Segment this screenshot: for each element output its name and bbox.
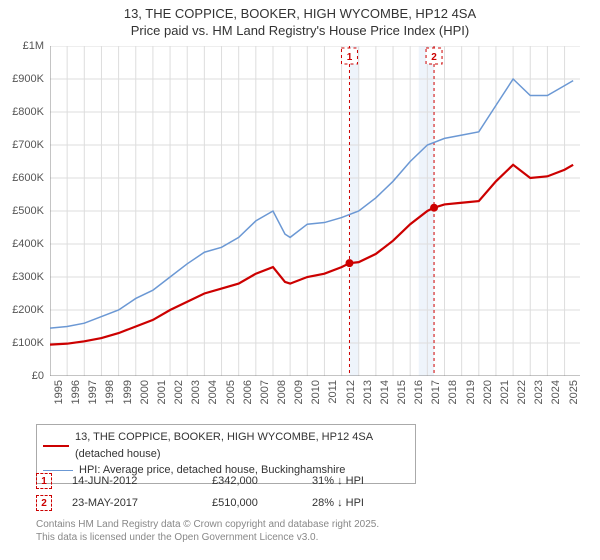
svg-text:2: 2 (431, 52, 437, 63)
marker-badge: 2 (36, 495, 52, 511)
sale-price: £342,000 (212, 475, 292, 487)
svg-text:1: 1 (347, 52, 353, 63)
footnote: Contains HM Land Registry data © Crown c… (36, 518, 379, 544)
sale-price: £510,000 (212, 497, 292, 509)
table-row: 1 14-JUN-2012 £342,000 31% ↓ HPI (36, 470, 432, 492)
chart-title: 13, THE COPPICE, BOOKER, HIGH WYCOMBE, H… (0, 0, 600, 40)
x-axis-labels: 1995199619971998199920002001200220032004… (50, 378, 580, 418)
sale-date: 14-JUN-2012 (72, 475, 192, 487)
footnote-line1: Contains HM Land Registry data © Crown c… (36, 518, 379, 531)
sale-date: 23-MAY-2017 (72, 497, 192, 509)
sale-diff: 31% ↓ HPI (312, 475, 432, 487)
legend-swatch-property (43, 445, 69, 447)
footnote-line2: This data is licensed under the Open Gov… (36, 531, 379, 544)
title-line1: 13, THE COPPICE, BOOKER, HIGH WYCOMBE, H… (0, 6, 600, 23)
legend-label-property: 13, THE COPPICE, BOOKER, HIGH WYCOMBE, H… (75, 429, 409, 462)
marker-badge: 1 (36, 473, 52, 489)
chart-container: 13, THE COPPICE, BOOKER, HIGH WYCOMBE, H… (0, 0, 600, 560)
chart-plot-area: 12 (50, 46, 580, 376)
table-row: 2 23-MAY-2017 £510,000 28% ↓ HPI (36, 492, 432, 514)
legend-item-property: 13, THE COPPICE, BOOKER, HIGH WYCOMBE, H… (43, 429, 409, 462)
chart-svg: 12 (50, 46, 580, 376)
title-line2: Price paid vs. HM Land Registry's House … (0, 23, 600, 40)
sale-markers-table: 1 14-JUN-2012 £342,000 31% ↓ HPI 2 23-MA… (36, 470, 432, 514)
y-axis-labels: £0£100K£200K£300K£400K£500K£600K£700K£80… (0, 46, 48, 376)
sale-diff: 28% ↓ HPI (312, 497, 432, 509)
